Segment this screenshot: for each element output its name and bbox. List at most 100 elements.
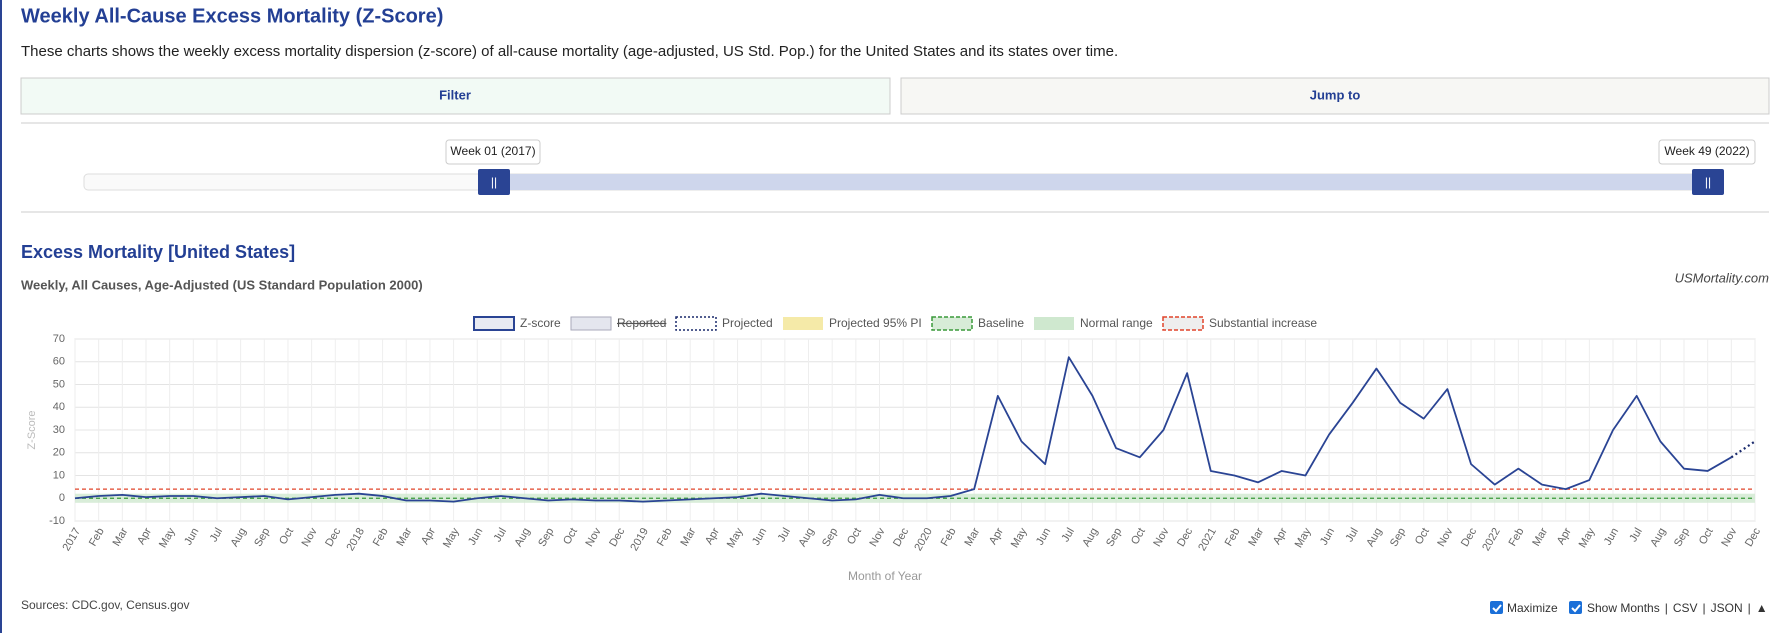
- range-start-text: Week 01 (2017): [450, 144, 535, 158]
- footer-link[interactable]: ▲: [1756, 601, 1768, 615]
- x-tick-label: 2020: [912, 526, 935, 553]
- x-tick-label: Apr: [419, 526, 438, 547]
- x-tick-label: Jul: [1627, 526, 1644, 544]
- checkbox[interactable]: [1569, 601, 1582, 614]
- legend-swatch: [675, 316, 717, 331]
- x-tick-label: Dec: [891, 526, 911, 549]
- x-tick-label: Mar: [1530, 526, 1550, 549]
- jump-button[interactable]: [900, 77, 1770, 115]
- x-tick-label: May: [157, 526, 178, 550]
- x-tick-label: Aug: [229, 526, 249, 549]
- x-tick-label: Aug: [1080, 526, 1100, 549]
- x-tick-label: 2021: [1196, 526, 1219, 553]
- x-tick-label: 2018: [344, 526, 367, 553]
- handle-grip[interactable]: ||: [491, 175, 497, 189]
- x-tick-label: Nov: [300, 526, 320, 549]
- x-tick-label: Jul: [1343, 526, 1360, 544]
- x-tick-label: Dec: [1743, 526, 1763, 549]
- x-tick-label: Jul: [208, 526, 225, 544]
- chart-subtitle: Weekly, All Causes, Age-Adjusted (US Sta…: [21, 277, 423, 292]
- x-tick-label: Nov: [1719, 526, 1739, 549]
- x-tick-label: May: [1009, 526, 1030, 550]
- x-tick-label: Apr: [1271, 526, 1290, 547]
- x-tick-label: Dec: [1175, 526, 1195, 549]
- x-tick-label: Sep: [1104, 526, 1124, 549]
- x-tick-label: Nov: [1435, 526, 1455, 549]
- range-end-text: Week 49 (2022): [1664, 144, 1749, 158]
- legend-label[interactable]: Z-score: [520, 316, 561, 330]
- legend-swatch: [1162, 316, 1204, 331]
- x-tick-label: Oct: [1697, 526, 1716, 547]
- slider-range: [492, 174, 1708, 190]
- legend-swatch: [570, 316, 612, 331]
- x-tick-label: Oct: [845, 526, 864, 547]
- x-tick-label: Dec: [607, 526, 627, 549]
- legend-swatch: [783, 317, 823, 330]
- x-tick-label: Sep: [820, 526, 840, 549]
- jump-label[interactable]: Jump to: [1310, 87, 1361, 102]
- x-axis-label: Month of Year: [848, 569, 922, 583]
- x-tick-label: Mar: [962, 526, 982, 549]
- legend-label[interactable]: Projected: [722, 316, 773, 330]
- y-axis-label: Z-Score: [26, 410, 38, 449]
- footer-link[interactable]: Show Months: [1587, 601, 1660, 615]
- checkmark: [1571, 604, 1581, 613]
- x-tick-label: Jun: [750, 526, 769, 547]
- x-tick-label: Sep: [1672, 526, 1692, 549]
- x-tick-label: Feb: [1223, 526, 1243, 548]
- description: These charts shows the weekly excess mor…: [21, 43, 1118, 60]
- separator: |: [1748, 601, 1751, 615]
- legend-label[interactable]: Baseline: [978, 316, 1024, 330]
- y-tick-label: 40: [53, 401, 65, 413]
- page-title: Weekly All-Cause Excess Mortality (Z-Sco…: [21, 5, 443, 27]
- x-tick-label: Mar: [678, 526, 698, 549]
- filter-label[interactable]: Filter: [439, 87, 471, 102]
- credit: USMortality.com: [1675, 270, 1770, 285]
- legend-label[interactable]: Projected 95% PI: [829, 316, 922, 330]
- footer-link[interactable]: JSON: [1711, 601, 1743, 615]
- legend-swatch: [931, 316, 973, 331]
- x-tick-label: Jun: [1034, 526, 1053, 547]
- range-end-label: [1658, 139, 1756, 165]
- y-tick-label: 10: [53, 469, 65, 481]
- x-tick-label: Sep: [1388, 526, 1408, 549]
- x-tick-label: Nov: [1151, 526, 1171, 549]
- x-tick-label: Dec: [1459, 526, 1479, 549]
- handle-grip[interactable]: ||: [1705, 175, 1711, 189]
- x-tick-label: Jun: [1318, 526, 1337, 547]
- chart-title: Excess Mortality [United States]: [21, 242, 295, 262]
- maximize-label[interactable]: Maximize: [1507, 601, 1558, 615]
- x-tick-label: Apr: [1555, 526, 1574, 547]
- legend-label[interactable]: Normal range: [1080, 316, 1153, 330]
- legend-swatch: [1034, 317, 1074, 330]
- x-tick-label: Jun: [182, 526, 201, 547]
- checkbox[interactable]: [1490, 601, 1503, 614]
- x-tick-label: Sep: [536, 526, 556, 549]
- x-tick-label: Aug: [1648, 526, 1668, 549]
- x-tick-label: Feb: [1507, 526, 1527, 548]
- range-start-label: [445, 139, 541, 165]
- x-tick-label: 2019: [628, 526, 651, 553]
- x-tick-label: May: [725, 526, 746, 550]
- slider-handle[interactable]: [1692, 169, 1724, 195]
- sources: Sources: CDC.gov, Census.gov: [21, 598, 190, 612]
- x-tick-label: Oct: [1413, 526, 1432, 547]
- legend-label[interactable]: Substantial increase: [1209, 316, 1317, 330]
- x-tick-label: Oct: [277, 526, 296, 547]
- x-tick-label: Nov: [584, 526, 604, 549]
- slider-handle[interactable]: [478, 169, 510, 195]
- x-tick-label: Jun: [1602, 526, 1621, 547]
- legend-label[interactable]: Reported: [617, 316, 666, 330]
- footer-link[interactable]: CSV: [1673, 601, 1698, 615]
- filter-button[interactable]: [20, 77, 891, 115]
- x-tick-label: Jul: [776, 526, 793, 544]
- y-tick-label: 70: [53, 333, 65, 345]
- x-tick-label: Apr: [987, 526, 1006, 547]
- y-tick-label: 30: [53, 424, 65, 436]
- x-tick-label: May: [1293, 526, 1314, 550]
- x-tick-label: Jul: [1059, 526, 1076, 544]
- x-tick-label: Jun: [466, 526, 485, 547]
- separator: |: [1665, 601, 1668, 615]
- y-tick-label: 60: [53, 356, 65, 368]
